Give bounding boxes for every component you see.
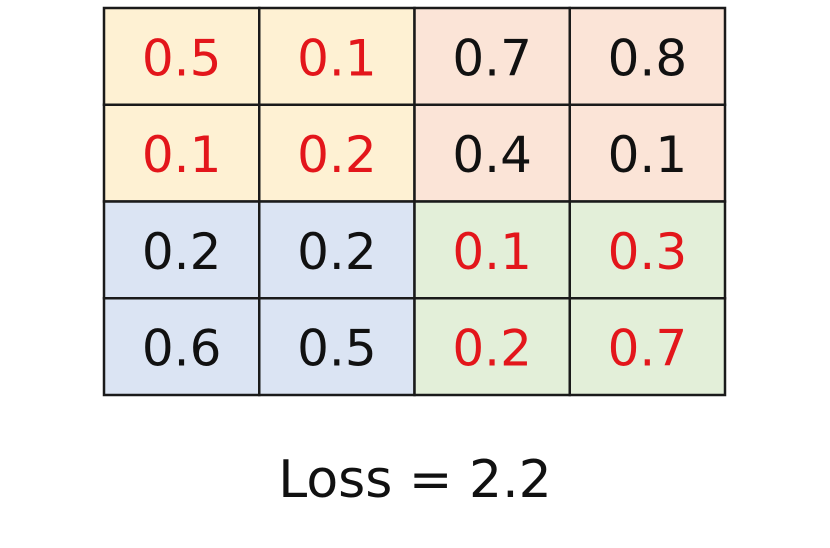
loss-caption: Loss = 2.2 — [278, 450, 551, 510]
cell-value: 0.2 — [297, 126, 377, 184]
cell — [258, 103, 416, 203]
cell — [413, 6, 571, 106]
cell-value: 0.1 — [452, 223, 532, 281]
cell — [102, 297, 261, 397]
loss-grid: 0.5 0.1 0.7 0.8 0.1 0.2 0.4 0.1 0.2 0.2 0.1 0.3 0.6 0… — [102, 6, 727, 397]
cell-value: 0.5 — [297, 320, 377, 378]
cell — [258, 200, 416, 300]
cell-value: 0.7 — [608, 320, 688, 378]
cell-value: 0.1 — [142, 126, 222, 184]
cell-value: 0.1 — [608, 126, 688, 184]
cell — [568, 103, 727, 203]
cell-value: 0.7 — [452, 29, 532, 87]
cell — [568, 6, 727, 106]
cell-value: 0.6 — [142, 320, 222, 378]
cell-value: 0.4 — [452, 126, 532, 184]
cell — [568, 297, 727, 397]
cell — [102, 6, 261, 106]
cell-value: 0.3 — [608, 223, 688, 281]
cell — [258, 6, 416, 106]
cell-value: 0.2 — [452, 320, 532, 378]
cell-value: 0.2 — [297, 223, 377, 281]
cell-value: 0.8 — [608, 29, 688, 87]
cell — [568, 200, 727, 300]
cell-value: 0.2 — [142, 223, 222, 281]
cell — [258, 297, 416, 397]
cell-value: 0.5 — [142, 29, 222, 87]
cell-value: 0.1 — [297, 29, 377, 87]
